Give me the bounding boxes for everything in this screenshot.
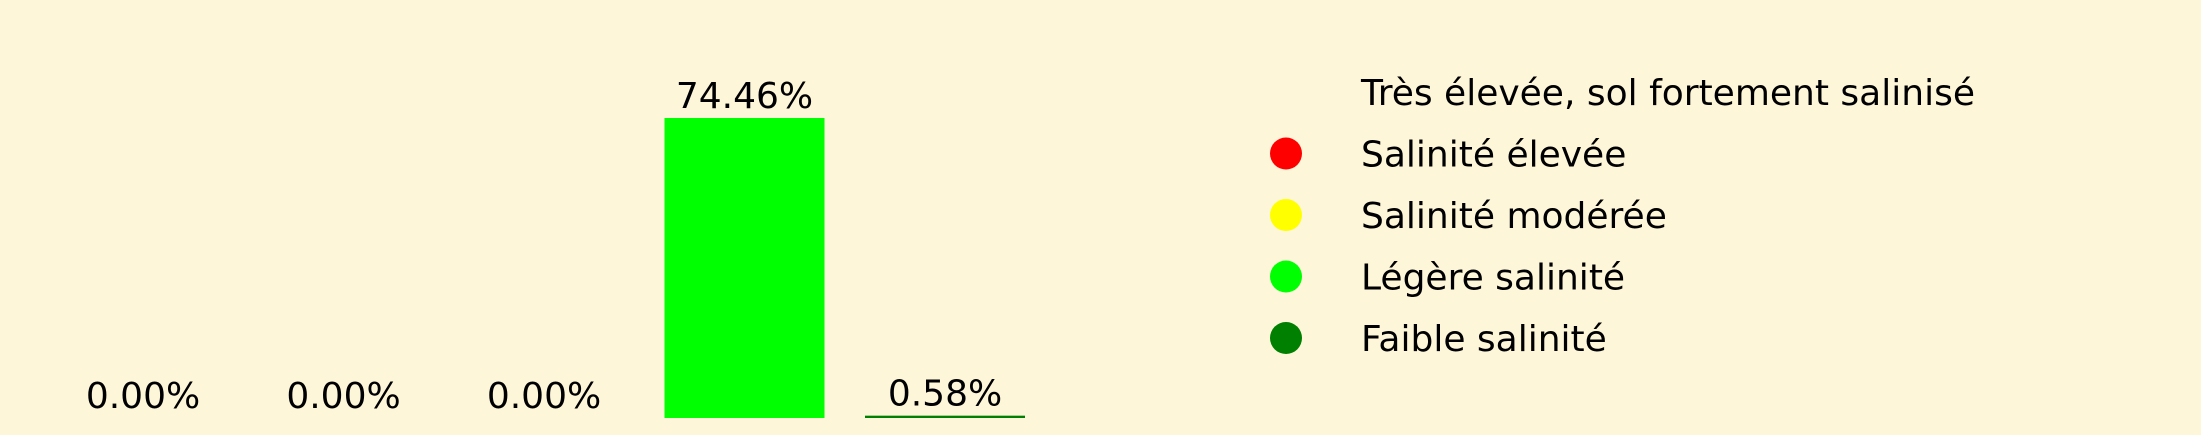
- legend-item-5: Faible salinité: [1270, 319, 1607, 360]
- bar-5: [865, 415, 1025, 418]
- legend-marker-3: [1270, 199, 1302, 231]
- legend-marker-5: [1270, 322, 1302, 354]
- bar-group: [664, 118, 1025, 418]
- legend-marker-2: [1270, 137, 1302, 170]
- legend-label-1: Très élevée, sol fortement salinisé: [1360, 73, 1975, 114]
- bar-value-label-5: 0.58%: [888, 374, 1002, 415]
- legend-marker-1: [1270, 76, 1302, 108]
- legend-item-4: Légère salinité: [1270, 258, 1625, 299]
- value-label-group: 0.00% 0.00% 0.00% 74.46% 0.58%: [86, 76, 1002, 417]
- legend-item-2: Salinité élevée: [1270, 135, 1626, 176]
- bar-4: [664, 118, 825, 418]
- legend-item-1: Très élevée, sol fortement salinisé: [1270, 73, 1975, 114]
- bar-value-label-3: 0.00%: [487, 376, 601, 417]
- legend-label-4: Légère salinité: [1361, 258, 1625, 299]
- legend-marker-4: [1270, 260, 1302, 293]
- legend: Très élevée, sol fortement salinisé Salin…: [1270, 73, 1975, 360]
- legend-label-5: Faible salinité: [1361, 319, 1607, 360]
- legend-label-3: Salinité modérée: [1361, 196, 1667, 237]
- legend-item-3: Salinité modérée: [1270, 196, 1667, 237]
- bar-value-label-1: 0.00%: [86, 376, 200, 417]
- bar-value-label-2: 0.00%: [286, 376, 400, 417]
- legend-label-2: Salinité élevée: [1361, 135, 1626, 176]
- bar-value-label-4: 74.46%: [676, 76, 813, 117]
